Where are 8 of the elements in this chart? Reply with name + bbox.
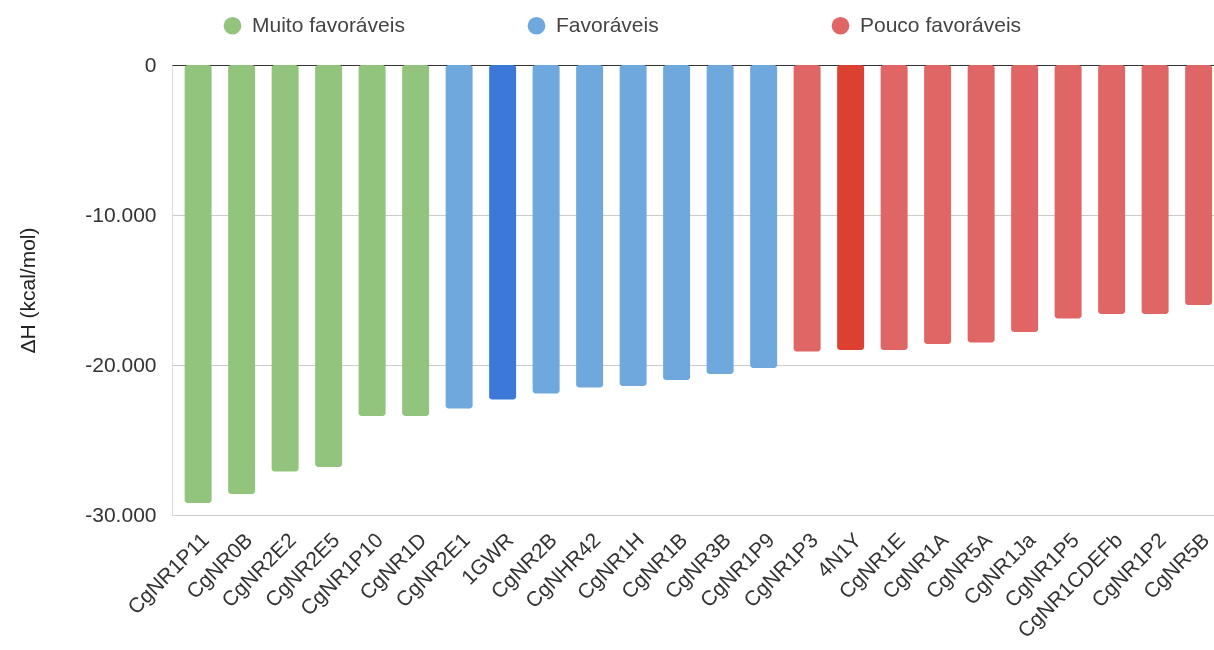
y-tick-label: 0 [144,52,157,76]
legend-label: Pouco favoráveis [860,12,1022,36]
y-tick-label: -10.000 [85,202,157,226]
y-axis-title: ΔH (kcal/mol) [16,227,40,354]
legend-label: Muito favoráveis [252,12,405,36]
legend-label: Favoráveis [556,12,659,36]
y-tick-label: -30.000 [85,502,157,526]
y-tick-label: -20.000 [85,352,157,376]
